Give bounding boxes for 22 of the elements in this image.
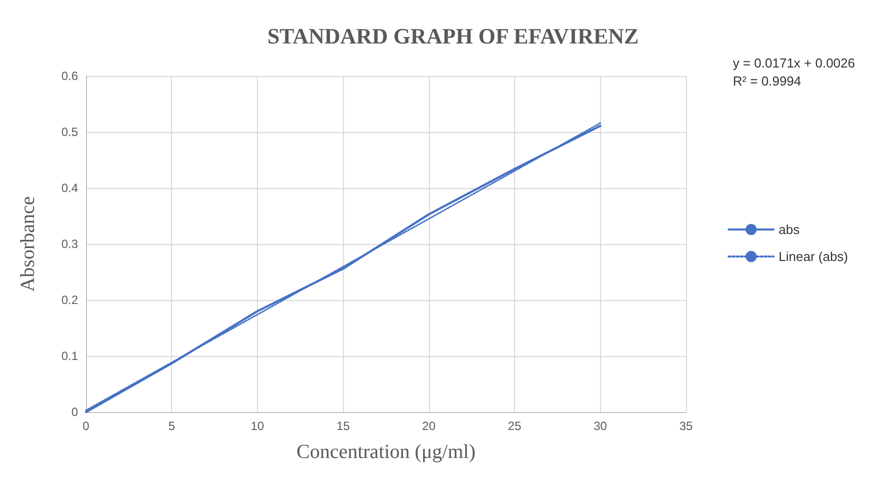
text: y = 0.0171x + 0.0026 — [732, 56, 855, 70]
y-tick-label: 0 — [71, 405, 78, 419]
y-tick-label: 0.6 — [61, 69, 78, 83]
x-tick-label: 5 — [168, 419, 176, 433]
text: R² = 0.9994 — [732, 74, 802, 88]
legend-label: abs — [778, 222, 800, 237]
legend-label: Linear (abs) — [778, 249, 848, 264]
x-tick-label: 0 — [82, 419, 90, 433]
x-tick-label: 20 — [422, 419, 436, 433]
x-tick-label: 10 — [250, 419, 264, 433]
x-tick-label: 15 — [336, 419, 350, 433]
y-tick-label: 0.1 — [61, 349, 78, 363]
chart-title: STANDARD GRAPH OF EFAVIRENZ — [267, 24, 639, 48]
y-tick-label: 0.4 — [61, 181, 78, 195]
y-tick-label: 0.5 — [61, 125, 78, 139]
x-tick-label: 35 — [679, 419, 693, 433]
x-tick-label: 25 — [508, 419, 522, 433]
y-axis-title: Absorbance — [17, 196, 39, 292]
x-tick-label: 30 — [594, 419, 608, 433]
y-tick-label: 0.3 — [61, 237, 78, 251]
x-axis-title: Concentration (μg/ml) — [296, 441, 476, 463]
y-tick-label: 0.2 — [61, 293, 78, 307]
